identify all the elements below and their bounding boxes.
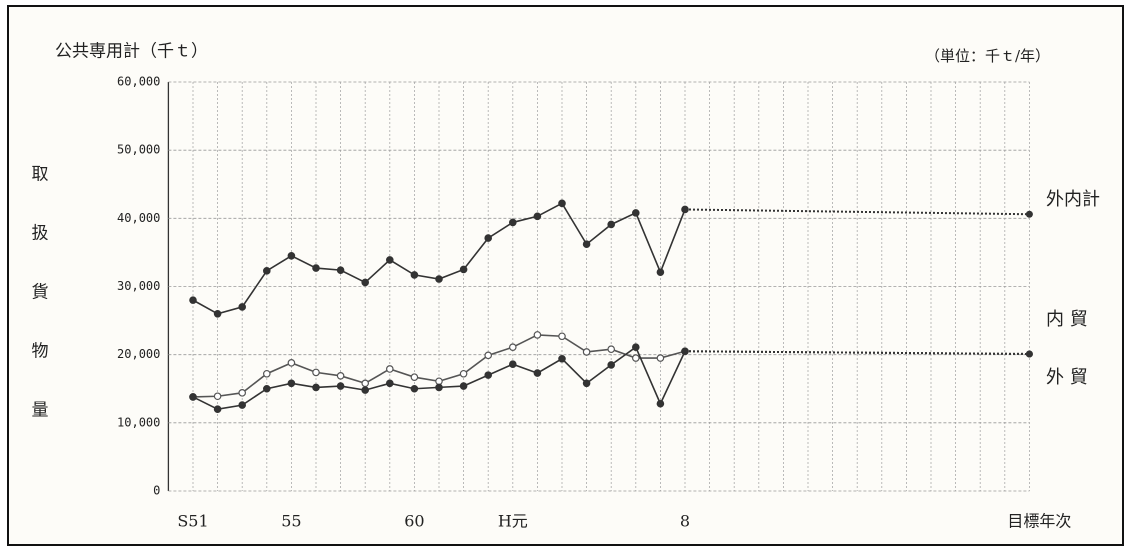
point bbox=[385, 256, 394, 264]
x-tick-label: 55 bbox=[281, 512, 301, 531]
point bbox=[238, 303, 247, 311]
point bbox=[533, 212, 542, 221]
point bbox=[361, 278, 370, 287]
point bbox=[631, 343, 640, 351]
y-label-char: 取 bbox=[32, 165, 49, 185]
point bbox=[681, 205, 689, 214]
point bbox=[238, 389, 247, 397]
point bbox=[558, 332, 566, 341]
point bbox=[631, 209, 640, 217]
point bbox=[607, 345, 616, 354]
point bbox=[361, 386, 370, 394]
point bbox=[607, 361, 616, 369]
point bbox=[262, 267, 271, 275]
point bbox=[582, 240, 591, 249]
point bbox=[336, 266, 345, 274]
series-label: 外 貿 bbox=[1046, 367, 1088, 388]
point bbox=[582, 379, 591, 388]
point bbox=[558, 354, 566, 363]
point bbox=[435, 383, 443, 392]
point bbox=[287, 379, 296, 388]
target-point bbox=[1025, 350, 1033, 358]
point bbox=[189, 393, 197, 401]
point bbox=[484, 351, 493, 360]
point bbox=[533, 331, 542, 339]
point bbox=[508, 343, 517, 351]
point bbox=[262, 384, 271, 393]
frame bbox=[7, 5, 1124, 546]
point bbox=[607, 220, 616, 229]
point bbox=[361, 379, 370, 388]
point bbox=[631, 354, 640, 362]
y-tick-label: 60,000 bbox=[117, 75, 160, 89]
point bbox=[213, 309, 222, 318]
y-label-char: 物 bbox=[32, 342, 49, 362]
point bbox=[312, 264, 320, 272]
point bbox=[484, 234, 493, 242]
point bbox=[385, 379, 394, 388]
point bbox=[312, 368, 320, 377]
point bbox=[385, 365, 394, 373]
point bbox=[238, 401, 247, 409]
point bbox=[336, 371, 345, 380]
point bbox=[508, 218, 517, 227]
point bbox=[287, 359, 296, 367]
chart-title: 公共専用計（千ｔ） bbox=[55, 42, 208, 62]
point bbox=[558, 199, 566, 208]
point bbox=[459, 369, 468, 378]
point bbox=[435, 377, 443, 386]
point bbox=[410, 271, 419, 279]
target-line bbox=[684, 208, 1030, 216]
y-tick-label: 20,000 bbox=[117, 347, 160, 361]
y-label-char: 扱 bbox=[32, 224, 49, 244]
point bbox=[484, 371, 493, 379]
y-label-char: 量 bbox=[32, 401, 49, 421]
x-tick-label: 8 bbox=[680, 512, 690, 531]
point bbox=[508, 360, 517, 369]
point bbox=[656, 399, 665, 408]
point bbox=[189, 296, 197, 304]
target-line bbox=[684, 350, 1030, 355]
point bbox=[435, 275, 443, 283]
y-tick-label: 10,000 bbox=[117, 415, 160, 429]
point bbox=[213, 392, 222, 401]
point bbox=[459, 382, 468, 390]
series-label: 外内計 bbox=[1046, 189, 1100, 210]
y-label-char: 貨 bbox=[32, 283, 49, 303]
point bbox=[213, 405, 222, 414]
y-tick-label: 50,000 bbox=[117, 143, 160, 157]
unit-note: （単位：千ｔ/年） bbox=[925, 47, 1050, 65]
point bbox=[459, 265, 468, 274]
y-tick-label: 0 bbox=[153, 484, 160, 498]
x-target-label: 目標年次 bbox=[1007, 512, 1071, 531]
point bbox=[656, 354, 665, 362]
point bbox=[533, 369, 542, 377]
x-tick-label: H元 bbox=[498, 512, 528, 531]
point bbox=[262, 369, 271, 378]
point bbox=[287, 252, 296, 260]
point bbox=[410, 384, 419, 393]
point bbox=[312, 383, 320, 392]
y-tick-label: 30,000 bbox=[117, 279, 160, 293]
point bbox=[681, 347, 689, 356]
series-label: 内 貿 bbox=[1046, 309, 1088, 330]
target-point bbox=[1025, 210, 1033, 218]
point bbox=[336, 382, 345, 390]
y-tick-label: 40,000 bbox=[117, 211, 160, 225]
point bbox=[656, 268, 665, 276]
x-tick-label: 60 bbox=[404, 512, 424, 531]
point bbox=[410, 373, 419, 381]
x-tick-label: S51 bbox=[177, 512, 208, 531]
point bbox=[582, 348, 591, 356]
